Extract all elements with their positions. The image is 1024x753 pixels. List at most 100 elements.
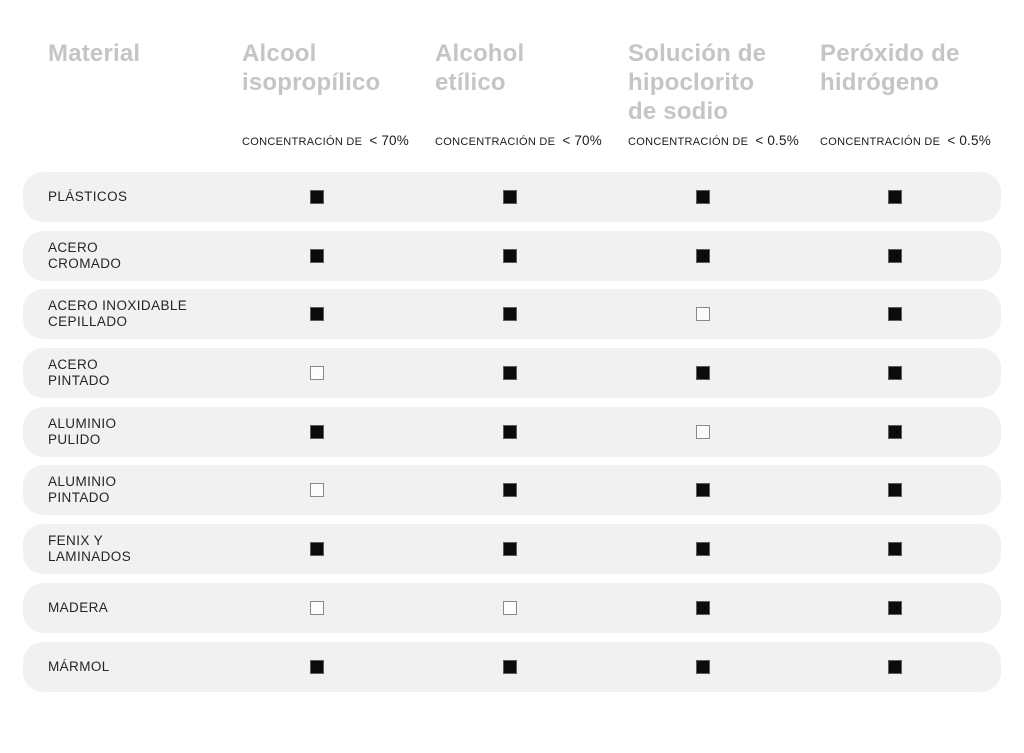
concentration-value: < 0.5% bbox=[947, 133, 991, 148]
compatibility-cell bbox=[820, 307, 1001, 322]
concentration-prefix: CONCENTRACIÓN DE bbox=[435, 136, 556, 148]
compatibility-cell bbox=[628, 483, 820, 498]
filled-square-icon bbox=[696, 542, 710, 557]
material-label: ACERO INOXIDABLE CEPILLADO bbox=[48, 298, 188, 330]
compatibility-cell bbox=[628, 248, 820, 263]
compatibility-cell bbox=[628, 659, 820, 674]
filled-square-icon bbox=[888, 424, 902, 439]
filled-square-icon bbox=[310, 248, 324, 263]
table-row: ALUMINIO PINTADO bbox=[23, 465, 1001, 516]
compatibility-cell bbox=[435, 307, 628, 322]
column-header-hydrogen-peroxide: Peróxido de hidrógeno bbox=[820, 40, 960, 96]
compatibility-cell bbox=[820, 366, 1001, 381]
filled-square-icon bbox=[310, 659, 324, 674]
compatibility-cell bbox=[628, 424, 820, 439]
filled-square-icon bbox=[503, 248, 517, 263]
compatibility-cell bbox=[435, 424, 628, 439]
table-row: ALUMINIO PULIDO bbox=[23, 406, 1001, 457]
concentration-prefix: CONCENTRACIÓN DE bbox=[242, 136, 363, 148]
compatibility-cell bbox=[242, 600, 435, 615]
concentration-value: < 70% bbox=[369, 133, 409, 148]
compatibility-cell bbox=[242, 542, 435, 557]
filled-square-icon bbox=[503, 542, 517, 557]
compatibility-cell bbox=[242, 424, 435, 439]
filled-square-icon bbox=[310, 307, 324, 322]
filled-square-icon bbox=[888, 659, 902, 674]
empty-square-icon bbox=[696, 424, 710, 439]
filled-square-icon bbox=[888, 307, 902, 322]
compatibility-cell bbox=[435, 190, 628, 204]
compatibility-cell bbox=[628, 307, 820, 322]
filled-square-icon bbox=[310, 190, 324, 204]
compatibility-cell bbox=[242, 307, 435, 322]
material-label: ALUMINIO PINTADO bbox=[48, 474, 117, 506]
table-row: ACERO INOXIDABLE CEPILLADO bbox=[23, 289, 1001, 340]
table-row: ACERO PINTADO bbox=[23, 348, 1001, 399]
compatibility-cell bbox=[820, 248, 1001, 263]
filled-square-icon bbox=[888, 542, 902, 557]
material-label: ACERO CROMADO bbox=[48, 239, 122, 271]
filled-square-icon bbox=[696, 659, 710, 674]
table-row: PLÁSTICOS bbox=[23, 172, 1001, 222]
column-header-sodium-hypochlorite: Solución de hipoclorito de sodio bbox=[628, 40, 767, 125]
concentration-prefix: CONCENTRACIÓN DE bbox=[628, 136, 749, 148]
filled-square-icon bbox=[503, 659, 517, 674]
compatibility-cell bbox=[820, 659, 1001, 674]
filled-square-icon bbox=[888, 483, 902, 498]
column-header-ethyl-alcohol: Alcohol etílico bbox=[435, 40, 525, 96]
compatibility-cell bbox=[628, 542, 820, 557]
table-row: ACERO CROMADO bbox=[23, 230, 1001, 281]
compatibility-cell bbox=[435, 483, 628, 498]
material-label: MADERA bbox=[48, 599, 109, 615]
concentration-label-peroxide: CONCENTRACIÓN DE < 0.5% bbox=[820, 132, 991, 150]
filled-square-icon bbox=[696, 600, 710, 615]
concentration-prefix: CONCENTRACIÓN DE bbox=[820, 136, 941, 148]
empty-square-icon bbox=[310, 600, 324, 615]
filled-square-icon bbox=[696, 248, 710, 263]
material-label: ALUMINIO PULIDO bbox=[48, 415, 117, 447]
filled-square-icon bbox=[888, 248, 902, 263]
filled-square-icon bbox=[888, 600, 902, 615]
concentration-label-ethyl: CONCENTRACIÓN DE < 70% bbox=[435, 132, 602, 150]
concentration-label-hypochlorite: CONCENTRACIÓN DE < 0.5% bbox=[628, 132, 799, 150]
material-label: MÁRMOL bbox=[48, 658, 110, 674]
compatibility-cell bbox=[435, 366, 628, 381]
compatibility-cell bbox=[242, 366, 435, 381]
compatibility-cell bbox=[628, 600, 820, 615]
compatibility-cell bbox=[242, 659, 435, 674]
compatibility-cell bbox=[820, 483, 1001, 498]
compatibility-cell bbox=[820, 600, 1001, 615]
filled-square-icon bbox=[503, 366, 517, 381]
filled-square-icon bbox=[888, 366, 902, 381]
filled-square-icon bbox=[696, 190, 710, 204]
materials-table-rows: PLÁSTICOS ACERO CROMADO ACERO INOXIDABLE C… bbox=[23, 172, 1001, 700]
material-label: FENIX Y LAMINADOS bbox=[48, 533, 132, 565]
material-label: PLÁSTICOS bbox=[48, 189, 128, 204]
material-label: ACERO PINTADO bbox=[48, 357, 110, 389]
empty-square-icon bbox=[696, 307, 710, 322]
table-row: MÁRMOL bbox=[23, 641, 1001, 692]
table-row: FENIX Y LAMINADOS bbox=[23, 524, 1001, 575]
concentration-value: < 0.5% bbox=[755, 133, 799, 148]
column-header-isopropyl-alcohol: Alcool isopropílico bbox=[242, 40, 381, 96]
compatibility-cell bbox=[820, 542, 1001, 557]
filled-square-icon bbox=[310, 424, 324, 439]
compatibility-cell bbox=[242, 483, 435, 498]
filled-square-icon bbox=[310, 542, 324, 557]
empty-square-icon bbox=[310, 483, 324, 498]
empty-square-icon bbox=[310, 366, 324, 381]
filled-square-icon bbox=[696, 366, 710, 381]
filled-square-icon bbox=[503, 190, 517, 204]
column-header-material: Material bbox=[48, 40, 141, 67]
concentration-label-isopropyl: CONCENTRACIÓN DE < 70% bbox=[242, 132, 409, 150]
compatibility-cell bbox=[435, 248, 628, 263]
compatibility-cell bbox=[820, 424, 1001, 439]
table-row: MADERA bbox=[23, 582, 1001, 633]
filled-square-icon bbox=[696, 483, 710, 498]
filled-square-icon bbox=[888, 190, 902, 204]
compatibility-cell bbox=[435, 542, 628, 557]
filled-square-icon bbox=[503, 424, 517, 439]
compatibility-cell bbox=[242, 190, 435, 204]
compatibility-cell bbox=[435, 600, 628, 615]
empty-square-icon bbox=[503, 600, 517, 615]
